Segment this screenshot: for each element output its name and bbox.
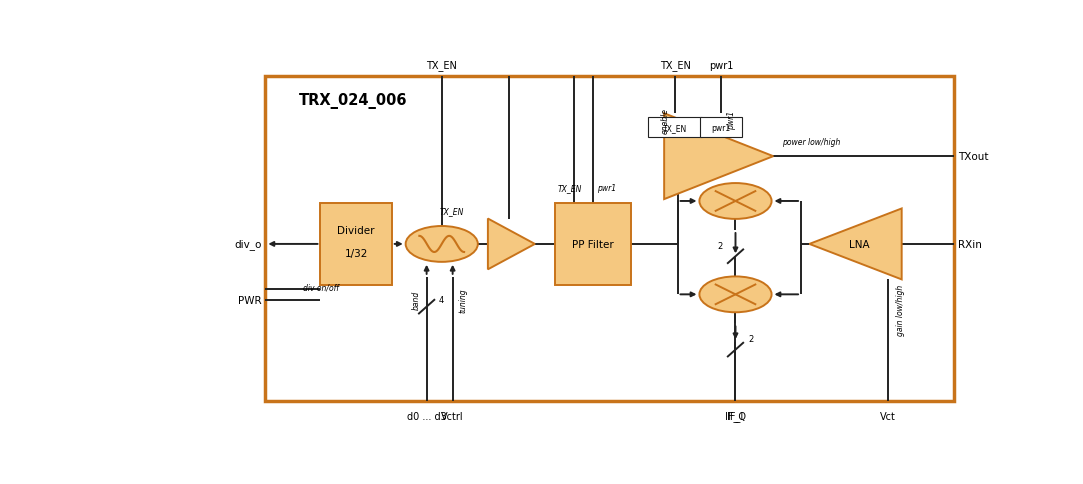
Text: div_o: div_o [234,239,261,250]
Text: band: band [412,290,421,309]
Text: TX_EN: TX_EN [663,123,688,133]
Text: 2: 2 [748,334,753,343]
Text: gain low/high: gain low/high [896,284,904,335]
Text: pwr1: pwr1 [709,60,733,71]
Text: pwr1: pwr1 [597,184,616,193]
Text: power low/high: power low/high [782,137,840,147]
Ellipse shape [700,277,771,313]
Text: IF_I: IF_I [728,410,744,421]
Text: Vctrl: Vctrl [442,411,464,421]
FancyBboxPatch shape [321,203,392,286]
Text: enable: enable [661,107,669,134]
Text: LNA: LNA [849,240,870,249]
Text: Vct: Vct [880,411,897,421]
Text: RXin: RXin [957,240,982,249]
Ellipse shape [700,183,771,219]
Text: TXout: TXout [957,152,989,162]
Polygon shape [809,209,902,280]
FancyBboxPatch shape [701,118,742,138]
Text: pwr1: pwr1 [727,111,735,130]
Text: pwr1: pwr1 [712,123,731,133]
Text: TX_EN: TX_EN [440,207,464,216]
Text: TX_EN: TX_EN [558,184,583,193]
Text: d0 ... d3: d0 ... d3 [407,411,446,421]
Text: div on/off: div on/off [303,283,339,292]
Polygon shape [487,219,535,270]
FancyBboxPatch shape [649,118,702,138]
FancyBboxPatch shape [554,203,630,286]
Text: 4: 4 [439,295,444,304]
Text: 2: 2 [718,241,723,250]
Ellipse shape [406,227,478,262]
Text: PP Filter: PP Filter [572,240,614,249]
Text: TRX_024_006: TRX_024_006 [299,93,407,109]
Text: TX_EN: TX_EN [660,60,691,71]
Text: tuning: tuning [458,287,467,312]
FancyBboxPatch shape [265,77,954,401]
Text: TX_EN: TX_EN [427,60,457,71]
Polygon shape [664,114,773,200]
Text: Divider: Divider [338,225,375,235]
Text: PWR: PWR [237,295,261,305]
Text: 1/32: 1/32 [344,249,368,259]
Text: IF_Q: IF_Q [725,410,746,421]
